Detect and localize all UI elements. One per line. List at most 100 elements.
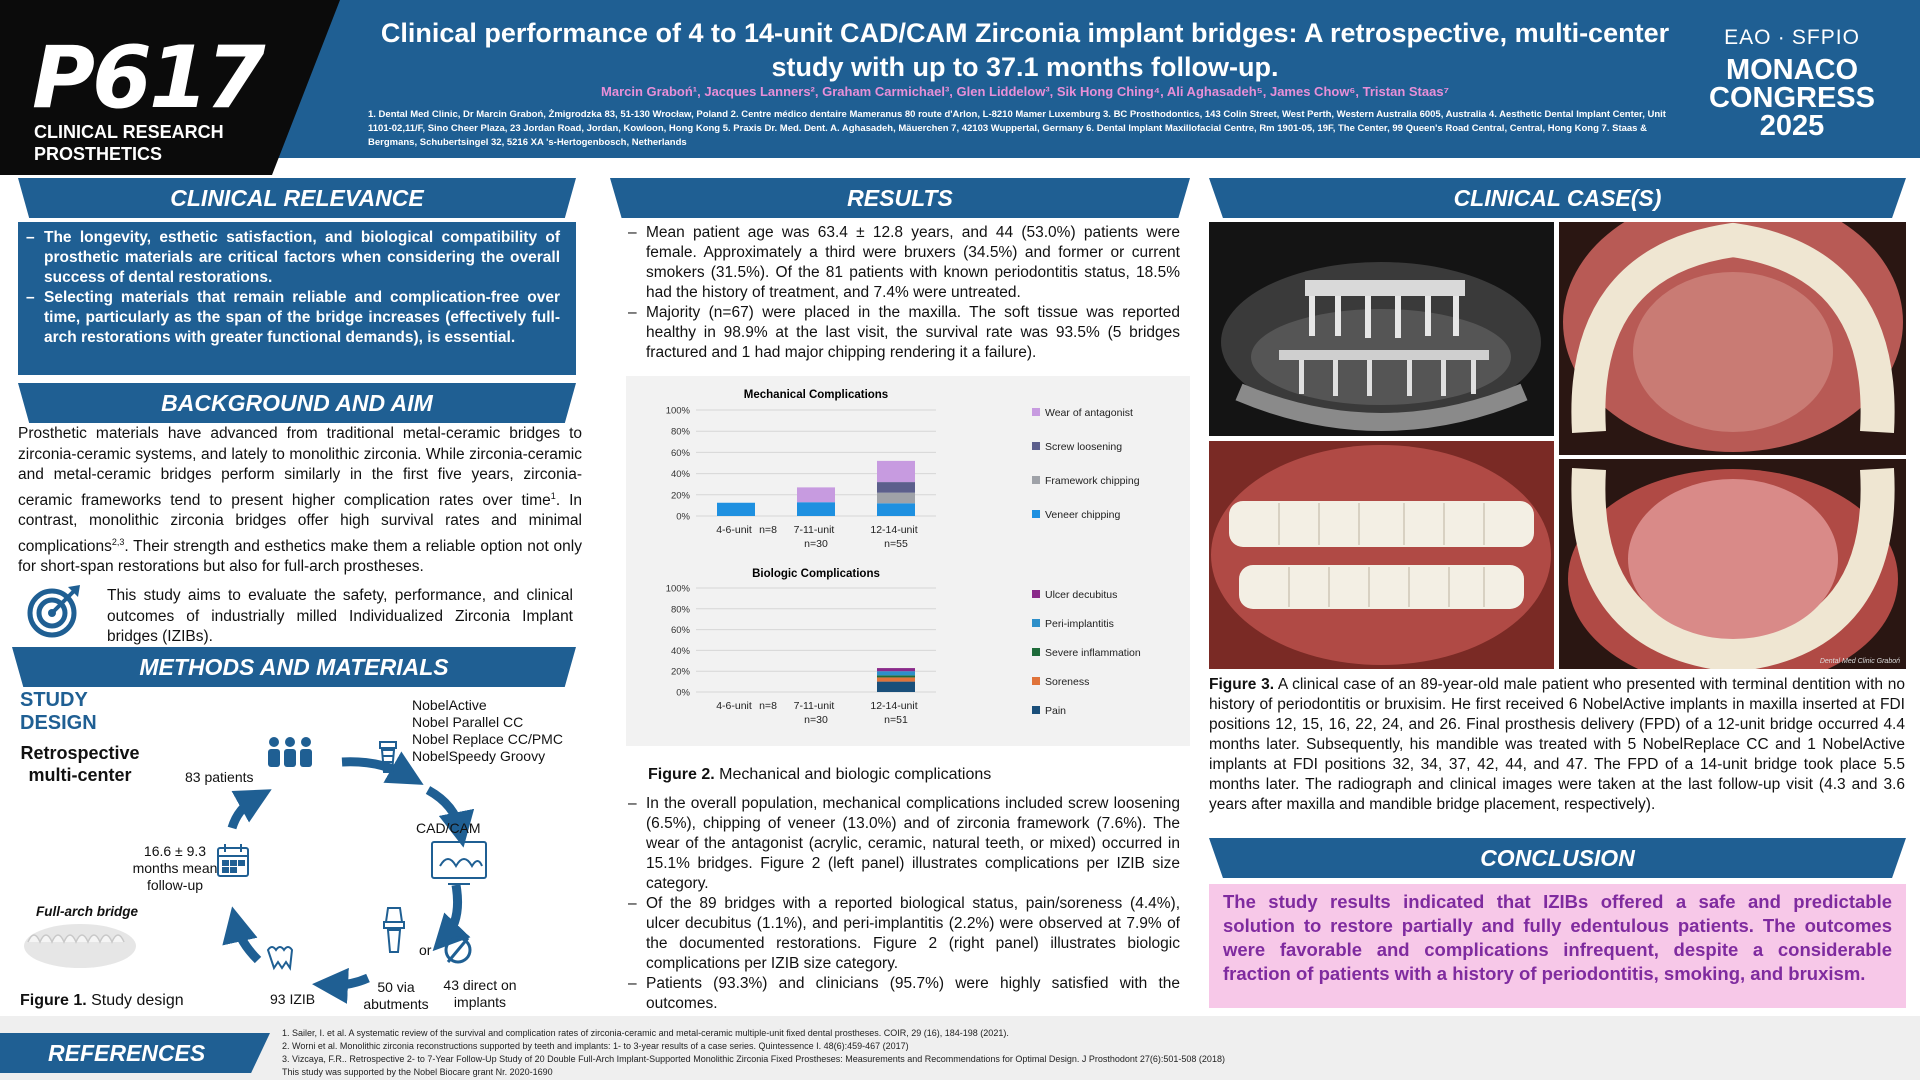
design-type-line2: multi-center	[28, 765, 132, 785]
author-list: Marcin Graboń¹, Jacques Lanners², Graham…	[601, 84, 1449, 99]
frontal-illustration	[1209, 441, 1554, 669]
full-arch-bridge-illustration	[24, 924, 136, 968]
chart-title: Mechanical Complications	[744, 389, 888, 401]
legend-label: Screw loosening	[1045, 441, 1122, 453]
bar-segment	[877, 492, 915, 504]
section-clinical-cases: CLINICAL CASE(S)	[1209, 178, 1906, 218]
y-tick-label: 100%	[666, 406, 691, 417]
calendar-icon	[217, 844, 249, 877]
results-bullet: In the overall population, mechanical co…	[628, 794, 1180, 894]
poster-title: Clinical performance of 4 to 14-unit CAD…	[380, 18, 1670, 82]
figure-2-text: Mechanical and biologic complications	[714, 766, 992, 783]
implant-systems-list: NobelActive Nobel Parallel CC Nobel Repl…	[412, 697, 563, 765]
followup-value: 16.6 ± 9.3	[143, 843, 207, 859]
cadcam-label: CAD/CAM	[416, 820, 481, 836]
congress-organizers: EAO ∙ SFPIO	[1724, 26, 1860, 49]
category-n-label: n=30	[804, 538, 828, 550]
bar-segment	[797, 487, 835, 503]
implant-system: Nobel Parallel CC	[412, 714, 524, 730]
y-tick-label: 100%	[666, 584, 691, 595]
followup-unit: months mean	[132, 860, 218, 876]
x-tick-label: 7-11-unit	[794, 700, 835, 712]
arrow-implants-to-cadcam	[425, 786, 475, 848]
bar-segment	[877, 681, 915, 692]
poster-category-line1: CLINICAL RESEARCH	[34, 122, 224, 142]
abutments-text: abutments	[363, 996, 429, 1012]
frontal-smile-photo	[1209, 441, 1554, 669]
section-results: RESULTS	[610, 178, 1190, 218]
patients-label: 83 patients	[185, 769, 254, 785]
legend-swatch	[1032, 706, 1040, 714]
patients-icon	[268, 737, 312, 767]
legend-label: Wear of antagonist	[1045, 407, 1133, 419]
study-design-title: STUDY DESIGN	[20, 689, 97, 735]
followup-label: 16.6 ± 9.3 months mean follow-up	[130, 843, 220, 894]
bg-text-3: . Their strength and esthetics make them…	[18, 537, 582, 576]
x-tick-label: 4-6-unit	[716, 700, 752, 712]
bar-segment	[797, 502, 835, 516]
arrow-patients-to-implants	[341, 751, 424, 785]
results-bullets-top: Mean patient age was 63.4 ± 12.8 years, …	[628, 223, 1180, 363]
legend-swatch	[1032, 476, 1040, 484]
reference-item: 2. Worni et al. Monolithic zirconia reco…	[282, 1041, 909, 1051]
implant-icon	[379, 741, 397, 773]
figure-1-label: Figure 1.	[20, 992, 87, 1009]
bar-segment	[877, 503, 915, 516]
results-bullet: Of the 89 bridges with a reported biolog…	[628, 894, 1180, 974]
maxilla-illustration	[1559, 222, 1906, 455]
poster-header: Clinical performance of 4 to 14-unit CAD…	[0, 0, 1920, 158]
relevance-bullet: The longevity, esthetic satisfaction, an…	[26, 228, 560, 288]
section-references: REFERENCES	[0, 1033, 270, 1073]
bar-segment	[877, 677, 915, 682]
bar-segment	[877, 668, 915, 672]
implant-system: NobelActive	[412, 697, 487, 713]
reference-item: 3. Vizcaya, F.R.. Retrospective 2- to 7-…	[282, 1054, 1225, 1064]
y-tick-label: 60%	[671, 448, 691, 459]
abutments-count: 50 via	[377, 979, 415, 995]
radiograph-illustration	[1209, 222, 1554, 436]
category-n-label: n=8	[759, 700, 777, 712]
y-tick-label: 80%	[671, 427, 691, 438]
mandible-illustration	[1559, 459, 1906, 669]
izib-label: 93 IZIB	[270, 991, 316, 1007]
legend-swatch	[1032, 648, 1040, 656]
y-tick-label: 20%	[671, 490, 691, 501]
abutment-icon	[383, 907, 405, 953]
results-bullets-bottom: In the overall population, mechanical co…	[628, 794, 1180, 1014]
arrow-izib-to-followup	[222, 906, 262, 964]
poster-id: P617	[32, 28, 266, 128]
section-clinical-relevance: CLINICAL RELEVANCE	[18, 178, 576, 218]
direct-text: implants	[453, 994, 507, 1010]
study-design-cycle	[24, 737, 487, 1004]
section-background-aim: BACKGROUND AND AIM	[18, 383, 576, 423]
figure-2-caption: Figure 2. Mechanical and biologic compli…	[648, 766, 991, 784]
figure-1-caption: Figure 1. Study design	[20, 992, 184, 1010]
x-tick-label: 7-11-unit	[794, 524, 835, 536]
figure-2-label: Figure 2.	[648, 766, 715, 783]
followup-text: follow-up	[146, 877, 204, 893]
bar-segment	[877, 675, 915, 678]
figure-3-label: Figure 3.	[1209, 676, 1275, 693]
references-bar	[0, 1016, 1920, 1080]
abutments-label: 50 via abutments	[360, 979, 432, 1013]
study-design-type: Retrospective multi-center	[12, 742, 148, 786]
congress-city-line2: CONGRESS	[1709, 82, 1875, 114]
panoramic-radiograph	[1209, 222, 1554, 436]
legend-swatch	[1032, 590, 1040, 598]
affiliations: 1. Dental Med Clinic, Dr Marcin Graboń, …	[368, 109, 1666, 148]
arrow-cadcam-to-abutments	[432, 884, 471, 952]
reference-item: 1. Sailer, I. et al. A systematic review…	[282, 1028, 1009, 1038]
arrow-abutments-to-izib	[312, 967, 370, 1004]
congress-city: MONACO CONGRESS	[1702, 56, 1882, 114]
implant-system: Nobel Replace CC/PMC	[412, 731, 563, 747]
y-tick-label: 0%	[676, 512, 690, 523]
x-tick-label: 12-14-unit	[870, 700, 917, 712]
y-tick-label: 80%	[671, 604, 691, 615]
arrow-followup-to-patients	[227, 789, 272, 830]
x-tick-label: 4-6-unit	[716, 524, 752, 536]
citation-1: 1	[550, 490, 556, 501]
category-n-label: n=55	[884, 538, 908, 550]
or-label: or	[419, 942, 432, 958]
legend-label: Severe inflammation	[1045, 647, 1141, 659]
citation-2-3: 2,3	[111, 536, 125, 547]
